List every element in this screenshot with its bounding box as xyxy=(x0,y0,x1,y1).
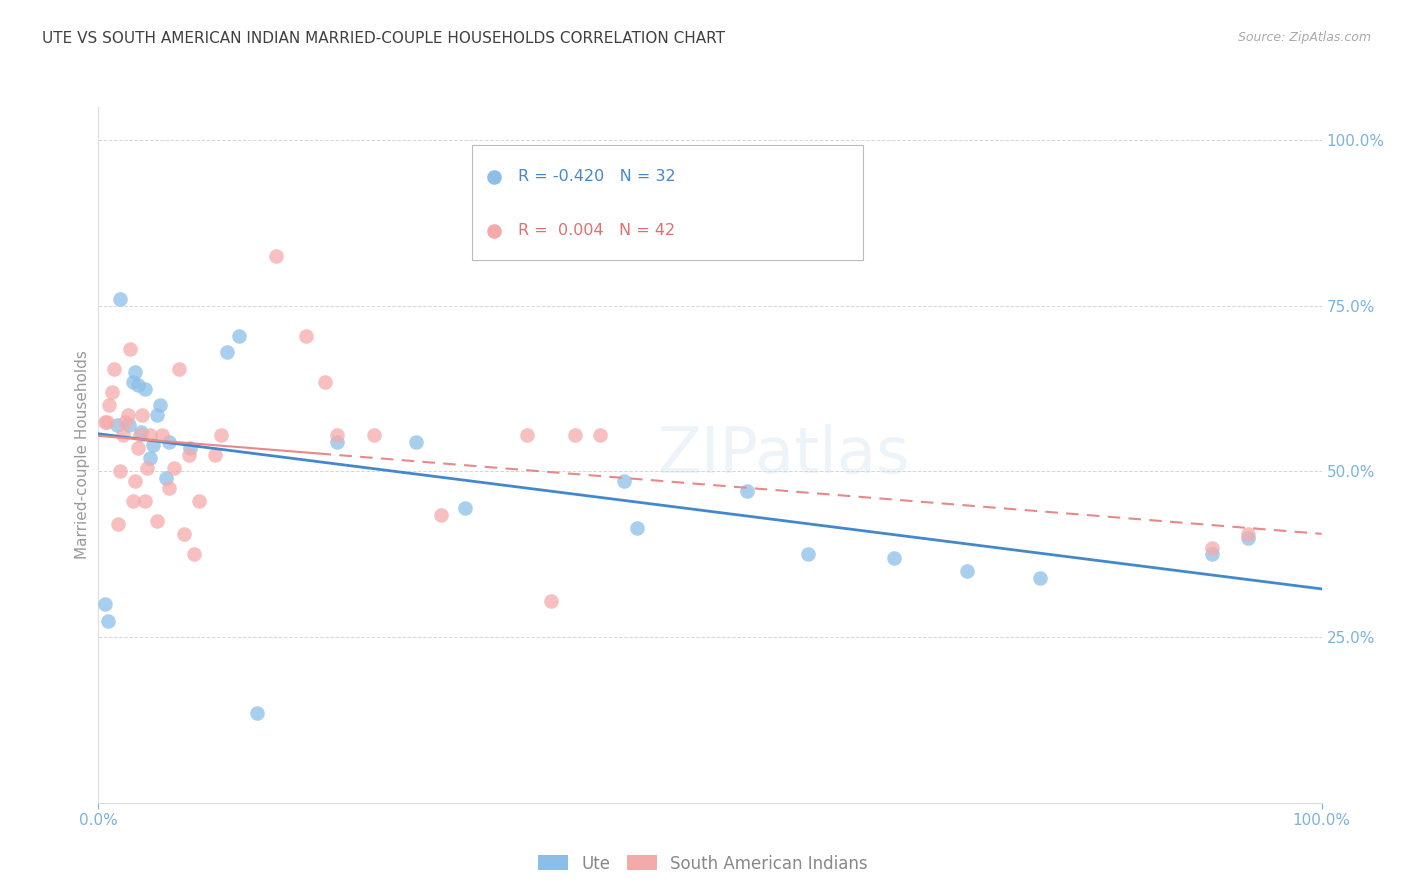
Y-axis label: Married-couple Households: Married-couple Households xyxy=(75,351,90,559)
Text: R = -0.420   N = 32: R = -0.420 N = 32 xyxy=(517,169,676,184)
Point xyxy=(163,461,186,475)
Point xyxy=(454,500,477,515)
Text: ZIPatlas: ZIPatlas xyxy=(657,424,910,486)
Point xyxy=(146,514,169,528)
Point xyxy=(430,508,453,522)
Text: R =  0.004   N = 42: R = 0.004 N = 42 xyxy=(517,223,675,238)
Point xyxy=(117,408,139,422)
Point xyxy=(134,494,156,508)
Point xyxy=(142,438,165,452)
Point xyxy=(540,593,562,607)
Point xyxy=(956,564,979,578)
Point xyxy=(883,550,905,565)
Point xyxy=(177,448,200,462)
Point xyxy=(136,461,159,475)
Point xyxy=(363,428,385,442)
Point xyxy=(564,428,586,442)
Point xyxy=(101,384,124,399)
Point xyxy=(98,398,121,412)
Point xyxy=(264,249,287,263)
Point xyxy=(121,494,143,508)
Point xyxy=(121,375,143,389)
Point xyxy=(482,199,505,213)
Point xyxy=(120,342,142,356)
Point xyxy=(111,428,134,442)
Point xyxy=(155,471,177,485)
Point xyxy=(1201,547,1223,561)
Point xyxy=(134,382,156,396)
Point xyxy=(93,415,115,429)
Point xyxy=(129,425,152,439)
Point xyxy=(204,448,226,462)
Point xyxy=(129,428,152,442)
Point xyxy=(405,434,427,449)
Point xyxy=(314,375,336,389)
Point xyxy=(103,361,125,376)
Legend: Ute, South American Indians: Ute, South American Indians xyxy=(531,848,875,880)
Point xyxy=(326,434,349,449)
Point xyxy=(797,547,820,561)
Point xyxy=(124,365,146,379)
Point xyxy=(1237,527,1260,541)
Point xyxy=(127,442,149,456)
Point xyxy=(1201,541,1223,555)
Point xyxy=(246,706,269,721)
Point xyxy=(187,494,209,508)
Point xyxy=(150,428,173,442)
Point xyxy=(515,428,537,442)
FancyBboxPatch shape xyxy=(471,145,863,260)
Point xyxy=(589,428,612,442)
Point xyxy=(735,484,758,499)
Point xyxy=(131,408,153,422)
Point xyxy=(110,465,132,479)
Point xyxy=(179,442,201,456)
Point xyxy=(295,328,318,343)
Point xyxy=(96,415,118,429)
Point xyxy=(157,434,180,449)
Point xyxy=(183,547,205,561)
Point xyxy=(173,527,195,541)
Point xyxy=(97,614,120,628)
Point xyxy=(139,428,162,442)
Point xyxy=(93,597,115,611)
Point xyxy=(149,398,172,412)
Point xyxy=(228,328,250,343)
Point xyxy=(110,292,132,306)
Point xyxy=(127,378,149,392)
Point xyxy=(1029,570,1052,584)
Text: Source: ZipAtlas.com: Source: ZipAtlas.com xyxy=(1237,31,1371,45)
Point xyxy=(105,418,128,433)
Point xyxy=(326,428,349,442)
Point xyxy=(626,521,648,535)
Point xyxy=(114,415,136,429)
Point xyxy=(118,418,141,433)
Point xyxy=(139,451,162,466)
Point xyxy=(1237,531,1260,545)
Point xyxy=(107,517,129,532)
Point xyxy=(613,475,636,489)
Point xyxy=(157,481,180,495)
Point xyxy=(209,428,232,442)
Text: UTE VS SOUTH AMERICAN INDIAN MARRIED-COUPLE HOUSEHOLDS CORRELATION CHART: UTE VS SOUTH AMERICAN INDIAN MARRIED-COU… xyxy=(42,31,725,46)
Point xyxy=(146,408,169,422)
Point xyxy=(167,361,190,376)
Point xyxy=(482,251,505,265)
Point xyxy=(124,475,146,489)
Point xyxy=(215,345,238,359)
